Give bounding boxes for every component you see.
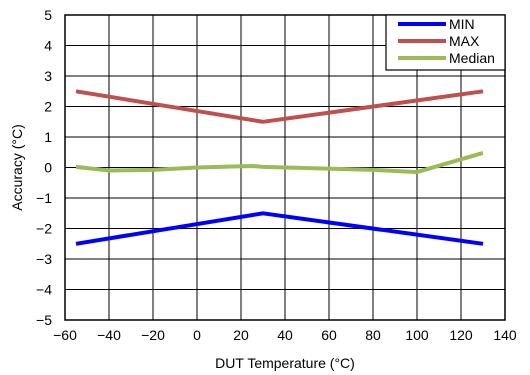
y-tick-label: −2 xyxy=(36,221,52,237)
legend-label-max: MAX xyxy=(449,33,480,49)
y-tick-label: −4 xyxy=(36,282,52,298)
y-tick-label: 0 xyxy=(44,160,52,176)
x-tick-label: 80 xyxy=(365,327,381,343)
y-tick-label: 2 xyxy=(44,99,52,115)
y-tick-label: −1 xyxy=(36,190,52,206)
x-tick-label: 60 xyxy=(321,327,337,343)
x-tick-label: 40 xyxy=(277,327,293,343)
x-tick-label: 100 xyxy=(405,327,429,343)
data-series xyxy=(75,89,484,246)
x-tick-label: −40 xyxy=(97,327,121,343)
series-line-max xyxy=(75,89,484,124)
x-tick-label: 0 xyxy=(193,327,201,343)
legend-label-median: Median xyxy=(449,50,495,66)
x-tick-label: 120 xyxy=(449,327,473,343)
x-tick-label: 140 xyxy=(493,327,517,343)
x-tick-label: −20 xyxy=(141,327,165,343)
x-axis-ticks: −60 −40 −20 0 20 40 60 80 100 120 140 xyxy=(53,327,517,343)
x-tick-label: 20 xyxy=(233,327,249,343)
legend-label-min: MIN xyxy=(449,16,475,32)
plot-frame xyxy=(64,14,506,321)
y-axis-ticks: −5 −4 −3 −2 −1 0 1 2 3 4 5 xyxy=(36,7,52,328)
series-line-min xyxy=(75,211,484,246)
y-tick-label: 5 xyxy=(44,7,52,23)
y-tick-label: −3 xyxy=(36,251,52,267)
y-tick-label: 1 xyxy=(44,129,52,145)
y-tick-label: 3 xyxy=(44,68,52,84)
series-line-median xyxy=(75,150,484,175)
y-tick-label: 4 xyxy=(44,38,52,54)
y-tick-label: −5 xyxy=(36,312,52,328)
x-axis-title: DUT Temperature (°C) xyxy=(215,355,355,371)
plot-border xyxy=(64,14,506,321)
x-tick-label: −60 xyxy=(53,327,77,343)
y-axis-title: Accuracy (°C) xyxy=(9,124,25,211)
